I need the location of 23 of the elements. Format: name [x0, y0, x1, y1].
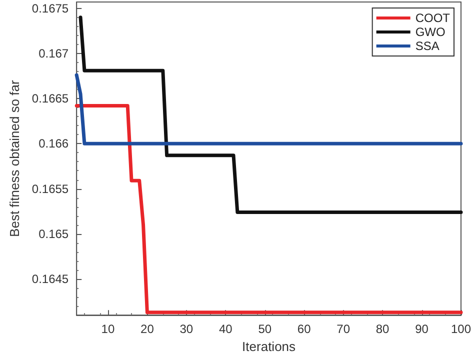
y-tick-label: 0.1645 [32, 272, 69, 286]
legend-label: SSA [415, 39, 440, 53]
y-axis-title: Best fitness obtained so far [7, 79, 22, 237]
x-axis-title: Iterations [242, 339, 296, 354]
y-tick-label: 0.167 [38, 46, 69, 60]
legend-label: GWO [415, 25, 446, 39]
x-tick-label: 100 [450, 322, 472, 336]
x-tick-label: 30 [180, 322, 194, 336]
y-tick-label: 0.1665 [32, 92, 69, 106]
line-series [78, 16, 463, 214]
y-tick-label: 0.165 [38, 226, 69, 241]
y-tick-label: 0.166 [38, 136, 69, 151]
x-tick-label: 80 [376, 322, 390, 336]
y-tick-label: 0.1675 [32, 1, 69, 16]
x-tick-label: 10 [101, 322, 115, 336]
x-tick-label: 90 [415, 322, 429, 336]
x-tick-label: 40 [218, 322, 233, 336]
x-tick-label: 70 [336, 322, 350, 336]
x-tick-label: 20 [140, 322, 154, 336]
legend-label: COOT [415, 11, 451, 25]
x-tick-label: 60 [297, 322, 312, 336]
x-tick-label: 50 [258, 322, 272, 336]
y-tick-label: 0.1655 [32, 182, 69, 196]
